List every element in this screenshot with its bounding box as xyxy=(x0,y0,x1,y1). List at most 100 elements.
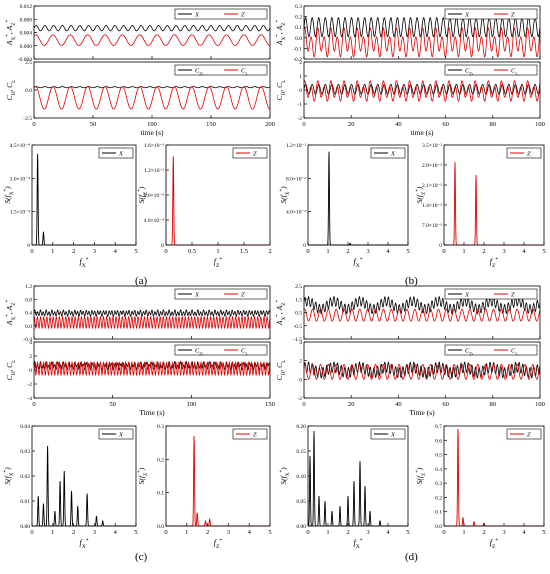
series-c-disp-X xyxy=(33,309,271,318)
xtick-label-c-spec-x-0: 0 xyxy=(30,529,33,536)
ytick-label-a-disp-2: 0.004 xyxy=(20,31,33,37)
xtick-label-a-force-1: 50 xyxy=(90,121,97,128)
ytick-label-a-force-0: -2.5 xyxy=(23,116,32,122)
frame-a-spec-x xyxy=(31,144,137,246)
xtick-label-b-force-3: 60 xyxy=(442,121,449,128)
legend-label-a-spec-z-0: Z xyxy=(253,151,257,158)
ylabel-a-force: CD, CL xyxy=(5,80,17,101)
series-a-disp-Z xyxy=(33,34,271,46)
ytick-label-b-spec-z-4: 2.8×10⁻² xyxy=(422,163,442,169)
series-d-force-CL xyxy=(303,363,541,380)
ytick-label-b-force-3: 1 xyxy=(299,74,302,80)
ytick-label-b-spec-x-2: 8.0×10⁻² xyxy=(286,176,306,182)
frame-d-force xyxy=(303,341,541,399)
panel-a-spec-x: 0 1 2 3 4 5 0 1.5×10⁻⁴ 3.0×10⁻⁴ 4.5×10⁻⁴ fX* S(fX*)… xyxy=(3,143,138,269)
xtick-label-c-spec-z-0: 0 xyxy=(164,529,167,536)
ytick-label-c-force-0: -4 xyxy=(27,396,32,402)
ytick-label-d-disp-0: -1.5 xyxy=(293,337,302,343)
xtick-label-b-force-2: 40 xyxy=(395,121,402,128)
legend-label-c-spec-x-0: X xyxy=(118,432,124,439)
xlabel-a-spec-x: fX* xyxy=(79,257,88,269)
xtick-label-b-spec-z-3: 3 xyxy=(502,248,505,255)
legend-label-d-disp-0: X xyxy=(464,292,470,299)
xtick-label-d-spec-z-5: 5 xyxy=(542,529,545,536)
ytick-label-b-force-1: -1 xyxy=(297,102,302,108)
ytick-label-c-disp-3: 0.8 xyxy=(25,297,32,303)
ytick-label-b-spec-z-3: 2.1×10⁻² xyxy=(422,183,442,189)
ytick-label-d-spec-x-0: 0.00 xyxy=(296,524,306,530)
ytick-label-d-spec-z-3: 0.3 xyxy=(435,481,442,487)
xtick-label-a-spec-x-1: 1 xyxy=(51,248,54,255)
ylabel-c-spec-z: S(fZ*) xyxy=(137,467,149,484)
panel-b-disp: -0.2 -0.1 0.0 0.1 0.2 0.3 AX*, AZ* X Z xyxy=(275,4,541,63)
legend-c-force xyxy=(174,344,268,356)
panel-c-force: 0 50 100 150 -4 -2 0 2 4 Time (s) CD, CL CD CL xyxy=(5,340,275,417)
caption-d: (d) xyxy=(405,551,418,563)
ytick-label-c-disp-1: 0.0 xyxy=(25,324,32,330)
xlabel-c-spec-x: fX* xyxy=(79,538,88,550)
caption-c: (c) xyxy=(135,551,148,563)
xtick-label-b-force-0: 0 xyxy=(302,121,305,128)
ylabel-d-disp: AX*, AZ* xyxy=(275,300,287,327)
legend-label-b-spec-z-0: Z xyxy=(527,151,531,158)
ytick-label-b-spec-x-0: 0 xyxy=(303,243,306,249)
xlabel-c-spec-z: fZ* xyxy=(214,538,223,550)
xtick-label-b-spec-x-4: 4 xyxy=(386,248,390,255)
legend-label-a-disp-1: Z xyxy=(241,12,245,19)
legend-label-a-spec-x-0: X xyxy=(118,151,124,158)
series-b-spec-z-Z xyxy=(444,162,544,246)
xtick-label-c-spec-z-2: 2 xyxy=(206,529,209,536)
ytick-label-c-spec-z-1: 0.1 xyxy=(157,491,164,497)
xtick-label-a-force-3: 150 xyxy=(206,121,216,128)
xtick-label-b-spec-x-0: 0 xyxy=(306,248,309,255)
frame-b-spec-x xyxy=(307,144,409,246)
xtick-label-d-force-0: 0 xyxy=(302,401,305,408)
xtick-label-c-spec-x-3: 3 xyxy=(93,529,96,536)
legend-a-disp xyxy=(174,8,268,20)
series-a-force-CL xyxy=(33,86,271,110)
series-b-disp-X xyxy=(303,17,541,38)
ylabel-c-force: CD, CL xyxy=(5,360,17,381)
xtick-label-a-force-2: 100 xyxy=(147,121,157,128)
series-a-spec-z-Z xyxy=(166,156,270,246)
xtick-label-c-force-1: 50 xyxy=(109,401,116,408)
frame-b-spec-z xyxy=(443,144,545,246)
ytick-label-b-spec-z-0: 0 xyxy=(439,243,442,249)
xlabel-c-force: Time (s) xyxy=(139,408,165,417)
legend-label-c-disp-0: X xyxy=(194,292,200,299)
legend-label-b-force-0: CD xyxy=(465,68,473,77)
xtick-label-d-spec-x-1: 1 xyxy=(326,529,329,536)
ytick-label-a-spec-x-2: 3.0×10⁻⁴ xyxy=(10,176,30,182)
ytick-label-d-spec-z-6: 0.6 xyxy=(435,438,442,444)
frame-b-disp xyxy=(303,5,541,60)
ytick-label-d-spec-x-3: 0.15 xyxy=(296,449,306,455)
ytick-label-c-disp-2: 0.4 xyxy=(25,311,32,317)
ytick-label-d-force-3: 4 xyxy=(299,340,302,346)
xtick-label-c-spec-x-1: 1 xyxy=(51,529,54,536)
xlabel-d-spec-z: fZ* xyxy=(490,538,499,550)
ytick-label-b-spec-z-2: 1.4×10⁻² xyxy=(422,203,442,209)
panel-b-force: 0 20 40 60 80 100 -2 -1 0 1 2 time (s) CD, CL CD CL xyxy=(275,60,545,137)
ytick-label-a-spec-x-1: 1.5×10⁻⁴ xyxy=(10,210,30,216)
ylabel-d-spec-x: S(fX*) xyxy=(279,467,291,485)
panel-c-disp: -0.4 0.0 0.4 0.8 1.2 AX*, AZ* X Z xyxy=(5,284,271,343)
legend-label-b-spec-x-0: X xyxy=(390,151,396,158)
ytick-label-b-disp-5: 0.3 xyxy=(295,4,302,10)
xtick-label-b-spec-z-4: 4 xyxy=(522,248,526,255)
ytick-label-b-force-4: 2 xyxy=(299,60,302,66)
ytick-label-b-disp-1: -0.1 xyxy=(293,46,302,52)
ytick-label-d-force-2: 2 xyxy=(299,359,302,365)
xlabel-b-spec-z: fZ* xyxy=(490,257,499,269)
ylabel-c-disp: AX*, AZ* xyxy=(5,300,17,327)
xtick-label-b-spec-x-2: 2 xyxy=(346,248,349,255)
ytick-label-c-force-4: 4 xyxy=(29,340,32,346)
ytick-label-a-spec-z-3: 1.2×10⁻³ xyxy=(144,168,164,174)
xtick-label-a-force-4: 200 xyxy=(265,121,275,128)
xtick-label-a-spec-x-5: 5 xyxy=(134,248,137,255)
xtick-label-d-spec-x-5: 5 xyxy=(406,529,409,536)
xtick-label-c-force-0: 0 xyxy=(32,401,35,408)
ytick-label-b-disp-4: 0.2 xyxy=(295,15,302,21)
panel-d-disp: -1.5 -0.5 0.5 1.5 2.5 AX*, AZ* X Z xyxy=(275,284,541,343)
xtick-label-c-force-2: 100 xyxy=(186,401,196,408)
ytick-label-a-force-2: 2.5 xyxy=(25,60,32,66)
